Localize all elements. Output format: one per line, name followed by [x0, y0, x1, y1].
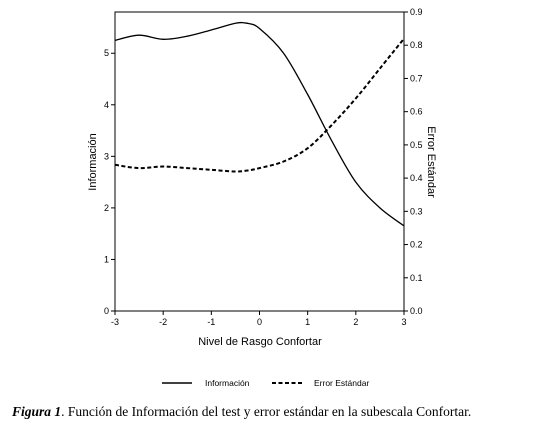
y2-tick-label: 0.3: [410, 206, 423, 216]
y-tick-label: 3: [104, 151, 109, 161]
y2-tick-label: 0.9: [410, 7, 423, 17]
ticks: -3 -2 -1 0 1 2 3 0 1 2 3 4 5 0.0 0.1 0.2 0.3 0.4 0.5 0.6 0.7…: [104, 7, 423, 327]
x-axis-label: Nivel de Rasgo Confortar: [198, 336, 322, 348]
chart: -3 -2 -1 0 1 2 3 0 1 2 3 4 5 0.0 0.1 0.2 0.3 0.4 0.5 0.6 0.7…: [87, 7, 437, 388]
y-tick-label: 0: [104, 306, 109, 316]
y2-tick-label: 0.0: [410, 306, 423, 316]
y2-tick-label: 0.1: [410, 273, 423, 283]
x-tick-label: 1: [305, 317, 310, 327]
caption-lead: Figura 1: [12, 404, 62, 419]
plot-frame: [114, 11, 405, 312]
x-tick-label: 2: [353, 317, 358, 327]
y2-tick-label: 0.8: [410, 40, 423, 50]
y2-tick-label: 0.7: [410, 73, 423, 83]
y2-tick-label: 0.4: [410, 173, 423, 183]
caption-text: . Función de Información del test y erro…: [61, 404, 472, 419]
y2-axis-label: Error Estándar: [425, 126, 437, 198]
y2-tick-label: 0.5: [410, 140, 423, 150]
series-line-informacion: [114, 21, 405, 227]
x-tick-label: -1: [207, 317, 215, 327]
x-tick-label: -3: [111, 317, 119, 327]
y2-tick-label: 0.2: [410, 240, 423, 250]
x-tick-label: 0: [257, 317, 262, 327]
legend: Información Error Estándar: [162, 378, 369, 388]
y-tick-label: 2: [104, 203, 109, 213]
x-tick-label: -2: [159, 317, 167, 327]
y-tick-label: 4: [104, 100, 109, 110]
x-tick-label: 3: [401, 317, 406, 327]
y-axis-label: Información: [87, 133, 99, 190]
legend-label-error-estandar: Error Estándar: [314, 378, 369, 388]
legend-label-informacion: Información: [205, 378, 250, 388]
y-tick-label: 5: [104, 48, 109, 58]
axes: [114, 11, 405, 312]
y-tick-label: 1: [104, 254, 109, 264]
series-line-error-estandar: [114, 37, 405, 173]
lines: [114, 21, 405, 227]
figure-caption: Figura 1. Función de Información del tes…: [12, 404, 532, 420]
y2-tick-label: 0.6: [410, 107, 423, 117]
